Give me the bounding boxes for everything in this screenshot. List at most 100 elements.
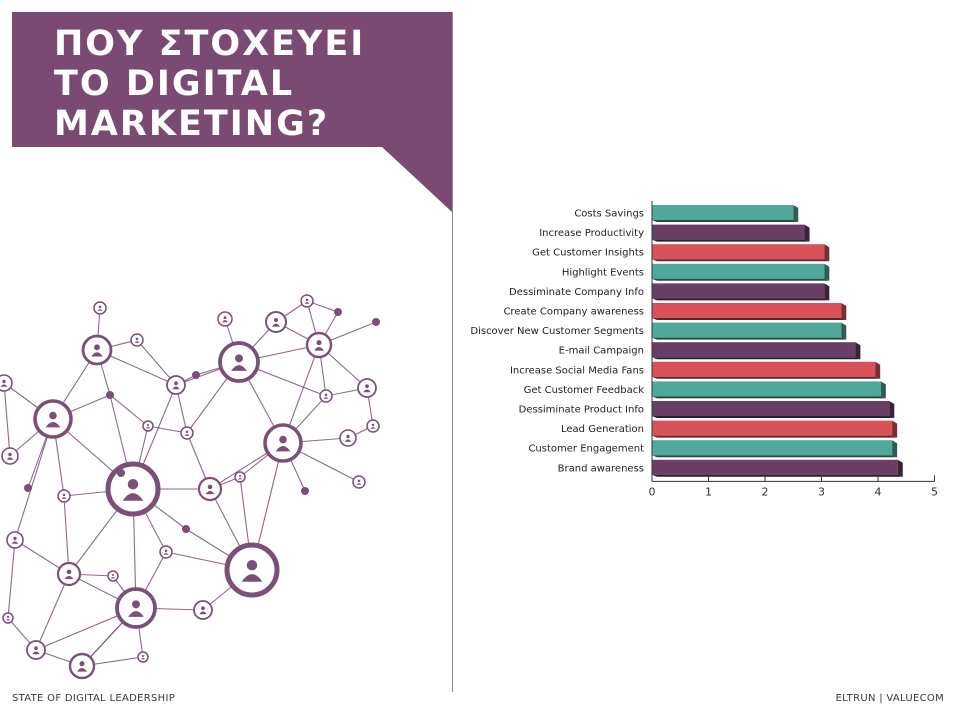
person-node-icon <box>137 651 149 663</box>
person-body <box>370 426 376 429</box>
network-edge <box>3 382 11 457</box>
person-head <box>316 340 322 346</box>
bar-bottom <box>652 435 898 438</box>
x-tick-label: 5 <box>931 485 938 498</box>
person-head <box>164 549 168 553</box>
person-body <box>122 493 144 501</box>
network-dot <box>106 391 114 399</box>
network-edge <box>35 573 70 651</box>
bar <box>652 361 876 377</box>
person-body <box>128 611 144 617</box>
person-body <box>323 396 329 399</box>
network-illustration <box>0 294 380 680</box>
bar-row: Brand awareness <box>558 459 903 477</box>
bar <box>652 263 825 279</box>
person-node-icon <box>2 612 14 624</box>
person-body <box>275 445 291 452</box>
bar-label: E-mail Campaign <box>559 346 644 357</box>
bar-row: Costs Savings <box>574 205 799 222</box>
bar-bottom <box>652 259 830 262</box>
person-body <box>172 386 180 390</box>
bar-label: Get Customer Insights <box>532 248 644 259</box>
person-node-icon <box>224 542 280 598</box>
bar <box>652 283 825 299</box>
network-edge <box>14 418 54 541</box>
person-head <box>185 430 189 434</box>
bar-label: Discover New Customer Segments <box>470 326 644 337</box>
person-head <box>238 474 242 478</box>
person-node-icon <box>68 652 96 680</box>
person-node-icon <box>352 475 366 489</box>
x-tick-label: 1 <box>705 485 712 498</box>
person-body <box>0 384 8 387</box>
bar-row: E-mail Campaign <box>559 342 861 360</box>
person-head <box>207 484 213 490</box>
bar-side <box>793 205 799 222</box>
person-node-icon <box>217 311 233 327</box>
bar-row: Customer Engagement <box>528 440 898 458</box>
person-head <box>371 423 375 427</box>
x-tick-label: 4 <box>875 485 882 498</box>
person-head <box>141 654 145 658</box>
bar-bottom <box>652 416 895 418</box>
bar-row: Highlight Events <box>562 263 830 281</box>
bar-row: Dessiminate Company Info <box>509 283 830 301</box>
network-edge <box>109 394 149 427</box>
person-node-icon <box>339 429 357 447</box>
person-body <box>314 346 324 351</box>
bar <box>652 244 825 260</box>
title-line-3: MARKETING? <box>54 104 330 144</box>
person-body <box>184 433 190 436</box>
bar-bottom <box>652 337 847 340</box>
bar <box>652 420 893 436</box>
person-node-icon <box>166 375 186 395</box>
bar-side <box>841 322 847 340</box>
bar-label: Get Customer Feedback <box>524 385 645 396</box>
bar-side <box>855 342 861 360</box>
person-node-icon <box>1 447 19 465</box>
person-body <box>140 657 146 660</box>
title-line-2: ΤΟ DIGITAL <box>54 64 295 104</box>
bar-side <box>824 283 830 301</box>
bar-bottom <box>652 318 847 320</box>
bar <box>652 205 794 220</box>
person-head <box>34 646 38 651</box>
person-node-icon <box>319 389 333 403</box>
node-ring <box>0 374 13 392</box>
bar <box>652 401 890 416</box>
person-node-icon <box>357 378 377 398</box>
page-title: ΠΟΥ ΣΤΟΧΕΥΕΙ ΤΟ DIGITAL MARKETING? <box>54 24 365 144</box>
bar-row: Dessiminate Product Info <box>519 401 895 418</box>
bar-chart: Costs Savings Increase Productivity Get Cu… <box>470 201 938 498</box>
person-body <box>363 389 371 393</box>
person-node-icon <box>33 399 73 439</box>
bar <box>652 224 805 240</box>
footer-right-text: ELTRUN | VALUECOM <box>835 693 944 704</box>
network-dot <box>182 525 190 533</box>
network-dot <box>24 484 32 492</box>
bar-label: Dessiminate Product Info <box>519 405 644 416</box>
bar-bottom <box>652 455 898 458</box>
bar-side <box>841 303 847 320</box>
bar-label: Dessiminate Company Info <box>509 287 644 298</box>
person-node-icon <box>105 461 161 517</box>
person-head <box>201 606 205 611</box>
bar-side <box>804 224 810 242</box>
person-head <box>98 305 102 309</box>
network-nodes <box>0 294 380 680</box>
person-body <box>134 340 140 343</box>
person-node-icon <box>180 426 194 440</box>
bar-label: Brand awareness <box>558 463 644 474</box>
person-node-icon <box>263 423 303 463</box>
person-head <box>146 423 150 427</box>
person-body <box>64 575 74 580</box>
bar-row: Create Company awareness <box>503 303 847 320</box>
person-node-icon <box>107 570 119 582</box>
bar-side <box>889 401 895 418</box>
person-head <box>49 411 57 420</box>
person-node-icon <box>56 561 82 587</box>
bar-side <box>880 381 886 399</box>
person-body <box>163 552 169 555</box>
bar-label: Create Company awareness <box>503 307 644 318</box>
bar-bottom <box>652 396 886 399</box>
